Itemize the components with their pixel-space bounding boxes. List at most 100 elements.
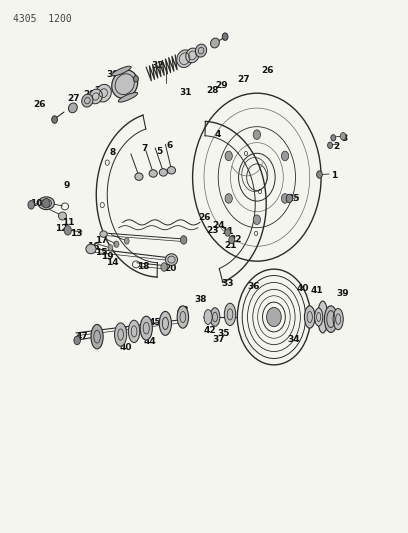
Text: 47: 47: [75, 332, 89, 341]
Ellipse shape: [112, 66, 131, 76]
Text: 3: 3: [341, 134, 347, 143]
Ellipse shape: [58, 212, 67, 220]
Text: 33: 33: [221, 279, 234, 288]
Ellipse shape: [95, 84, 111, 102]
Circle shape: [133, 76, 138, 82]
Ellipse shape: [315, 308, 323, 326]
Text: 42: 42: [204, 326, 216, 335]
Text: 34: 34: [287, 335, 300, 344]
Text: 24: 24: [212, 221, 224, 230]
Text: 31: 31: [180, 87, 192, 96]
Ellipse shape: [159, 168, 167, 176]
Ellipse shape: [195, 44, 206, 57]
Text: 14: 14: [106, 258, 119, 266]
Ellipse shape: [224, 303, 236, 326]
Ellipse shape: [118, 93, 137, 102]
Circle shape: [229, 236, 235, 244]
Text: 22: 22: [229, 235, 242, 244]
Text: 36: 36: [247, 282, 260, 291]
Ellipse shape: [86, 244, 96, 254]
Ellipse shape: [159, 311, 171, 335]
Ellipse shape: [186, 48, 199, 63]
Circle shape: [225, 151, 232, 161]
Ellipse shape: [69, 103, 77, 113]
Text: 45: 45: [148, 318, 161, 327]
Ellipse shape: [318, 301, 328, 333]
Text: 28: 28: [83, 90, 95, 99]
Text: 8: 8: [109, 148, 115, 157]
Circle shape: [253, 130, 261, 140]
Text: 39: 39: [336, 288, 348, 297]
Circle shape: [64, 225, 71, 235]
Circle shape: [317, 171, 322, 178]
Text: 13: 13: [70, 229, 82, 238]
Text: 15: 15: [95, 248, 108, 257]
Text: 25: 25: [287, 194, 300, 203]
Text: 38: 38: [195, 295, 207, 304]
Ellipse shape: [324, 306, 337, 333]
Ellipse shape: [167, 166, 175, 174]
Text: 37: 37: [212, 335, 224, 344]
Text: 1: 1: [331, 171, 337, 180]
Circle shape: [340, 133, 346, 140]
Circle shape: [282, 151, 289, 161]
Ellipse shape: [112, 70, 137, 99]
Text: 30: 30: [106, 70, 119, 78]
Ellipse shape: [149, 169, 157, 177]
Ellipse shape: [177, 50, 193, 68]
Text: 21: 21: [224, 241, 237, 250]
Ellipse shape: [135, 173, 143, 180]
Circle shape: [286, 194, 293, 203]
Ellipse shape: [89, 89, 102, 104]
Circle shape: [282, 193, 289, 203]
Ellipse shape: [115, 323, 127, 346]
Text: 9: 9: [63, 181, 70, 190]
Text: 7: 7: [142, 144, 148, 153]
Text: 32: 32: [151, 61, 164, 70]
Ellipse shape: [211, 38, 220, 48]
Text: 6: 6: [166, 141, 173, 150]
Text: 10: 10: [30, 199, 43, 208]
Ellipse shape: [38, 197, 54, 209]
Text: 16: 16: [87, 242, 100, 251]
Circle shape: [180, 236, 187, 244]
Circle shape: [266, 308, 281, 327]
Text: 26: 26: [198, 213, 210, 222]
Text: 40: 40: [120, 343, 132, 352]
Circle shape: [331, 135, 336, 141]
Circle shape: [225, 193, 232, 203]
Text: 44: 44: [144, 337, 157, 346]
Ellipse shape: [204, 310, 212, 325]
Text: 27: 27: [237, 75, 250, 84]
Circle shape: [52, 116, 58, 123]
Text: 12: 12: [55, 224, 67, 233]
Text: 18: 18: [137, 262, 149, 271]
Ellipse shape: [140, 316, 152, 340]
Circle shape: [114, 241, 119, 247]
Text: 4305  1200: 4305 1200: [13, 14, 72, 24]
Text: 20: 20: [164, 264, 177, 273]
Circle shape: [222, 33, 228, 41]
Text: 35: 35: [217, 329, 230, 338]
Circle shape: [42, 198, 50, 208]
Text: 26: 26: [261, 67, 273, 75]
Text: 43: 43: [177, 305, 189, 314]
Text: 27: 27: [67, 94, 80, 103]
Text: 23: 23: [207, 227, 219, 236]
Ellipse shape: [165, 254, 177, 265]
Ellipse shape: [100, 231, 107, 237]
Circle shape: [225, 229, 231, 236]
Ellipse shape: [129, 320, 140, 343]
Text: 17: 17: [95, 237, 108, 246]
Text: 40: 40: [296, 284, 308, 293]
Ellipse shape: [304, 306, 315, 328]
Ellipse shape: [177, 306, 188, 328]
Text: 4: 4: [215, 130, 222, 139]
Text: 28: 28: [207, 86, 219, 95]
Circle shape: [253, 215, 261, 224]
Circle shape: [124, 238, 129, 244]
Text: 29: 29: [215, 81, 228, 90]
Text: 26: 26: [33, 100, 46, 109]
Text: 46: 46: [115, 327, 128, 336]
Circle shape: [161, 263, 167, 271]
